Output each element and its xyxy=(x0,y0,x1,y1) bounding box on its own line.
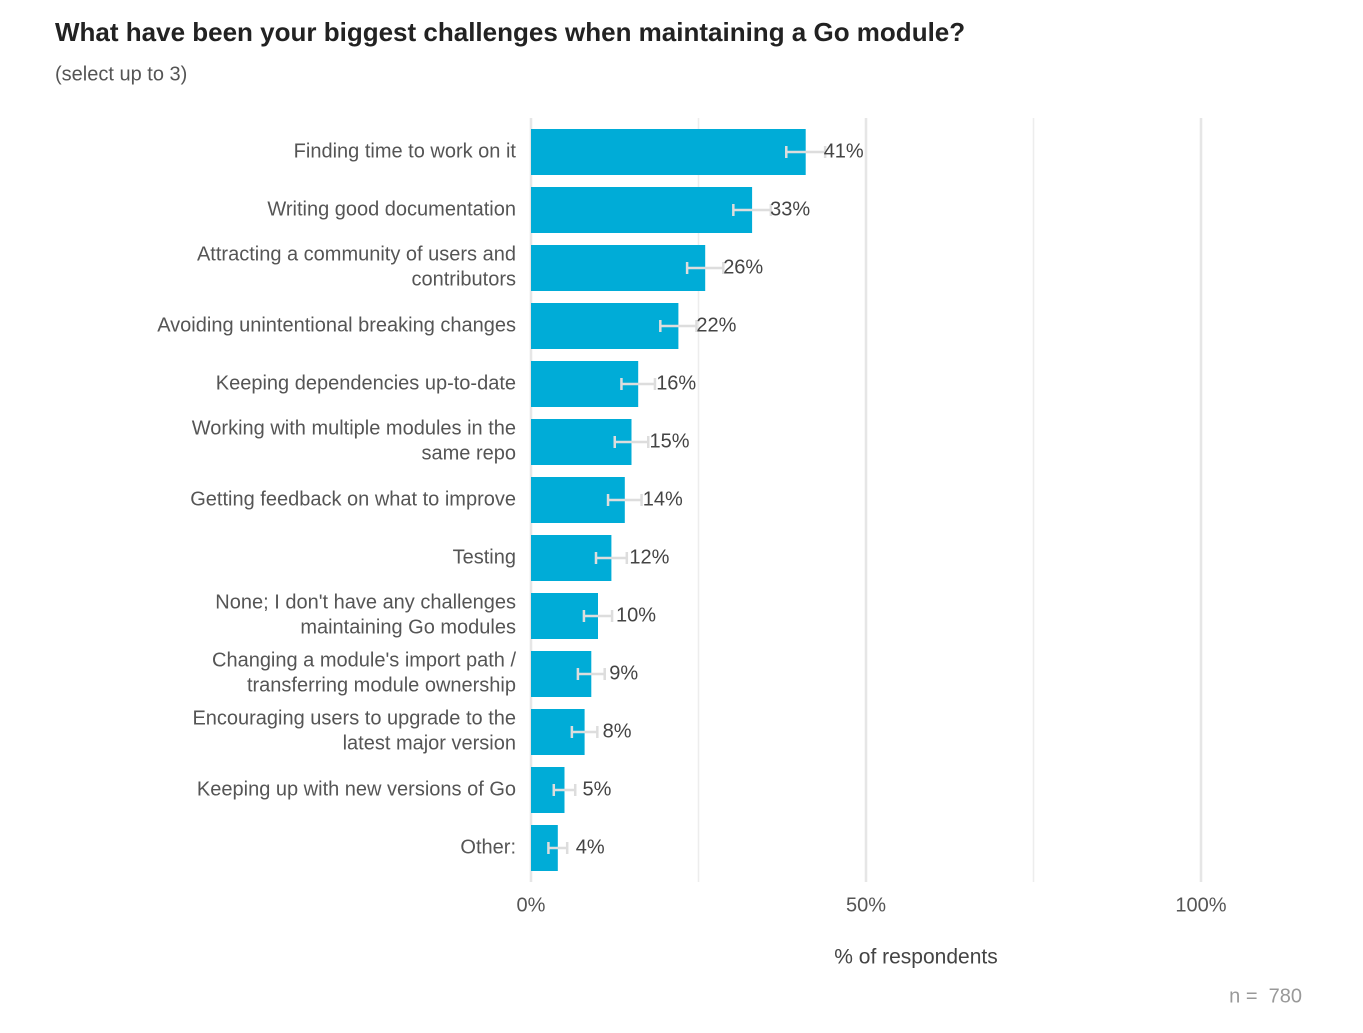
error-bar xyxy=(732,204,773,216)
chart-subtitle: (select up to 3) xyxy=(55,63,187,85)
y-tick-label: Other: xyxy=(460,836,516,858)
value-label: 8% xyxy=(603,720,632,742)
y-tick-label: Avoiding unintentional breaking changes xyxy=(157,314,516,336)
x-tick-label: 100% xyxy=(1175,894,1226,916)
chart-title: What have been your biggest challenges w… xyxy=(55,17,965,47)
value-label: 26% xyxy=(723,256,763,278)
value-label: 15% xyxy=(650,430,690,452)
error-bar xyxy=(594,552,629,564)
x-tick-label: 0% xyxy=(517,894,546,916)
value-label: 4% xyxy=(576,836,605,858)
error-bar xyxy=(620,378,657,390)
error-bar xyxy=(659,320,698,332)
value-label: 33% xyxy=(770,198,810,220)
error-bar xyxy=(576,668,606,680)
value-label: 10% xyxy=(616,604,656,626)
error-bar xyxy=(570,726,599,738)
error-bar xyxy=(785,146,827,158)
error-bar xyxy=(582,610,614,622)
error-bar xyxy=(547,842,569,854)
x-tick-label: 50% xyxy=(846,894,886,916)
bar xyxy=(531,245,706,291)
value-label: 12% xyxy=(629,546,669,568)
y-tick-label: Keeping dependencies up-to-date xyxy=(216,372,516,394)
value-label: 14% xyxy=(643,488,683,510)
value-label: 16% xyxy=(656,372,696,394)
y-tick-label: None; I don't have any challenges maintai… xyxy=(215,592,516,639)
y-tick-label: Testing xyxy=(453,546,516,568)
y-tick-label: Working with multiple modules in the same… xyxy=(192,418,516,465)
error-bar xyxy=(685,262,725,274)
error-bar xyxy=(552,784,577,796)
y-tick-label: Attracting a community of users and contr… xyxy=(197,244,516,291)
value-label: 5% xyxy=(583,778,612,800)
note: n = 780 xyxy=(1229,985,1302,1007)
value-label: 9% xyxy=(609,662,638,684)
bar xyxy=(531,129,806,175)
bar xyxy=(531,187,753,233)
bar xyxy=(531,303,679,349)
error-bar xyxy=(606,494,643,506)
y-tick-label: Writing good documentation xyxy=(267,198,516,220)
y-tick-label: Finding time to work on it xyxy=(294,140,517,162)
error-bar xyxy=(613,436,650,448)
value-label: 22% xyxy=(696,314,736,336)
x-axis-title: % of respondents xyxy=(834,946,997,969)
value-label: 41% xyxy=(824,140,864,162)
y-tick-label: Encouraging users to upgrade to the lates… xyxy=(192,708,516,755)
y-tick-label: Changing a module's import path / transfe… xyxy=(212,650,516,697)
y-tick-label: Keeping up with new versions of Go xyxy=(197,778,516,800)
y-tick-label: Getting feedback on what to improve xyxy=(190,488,516,510)
